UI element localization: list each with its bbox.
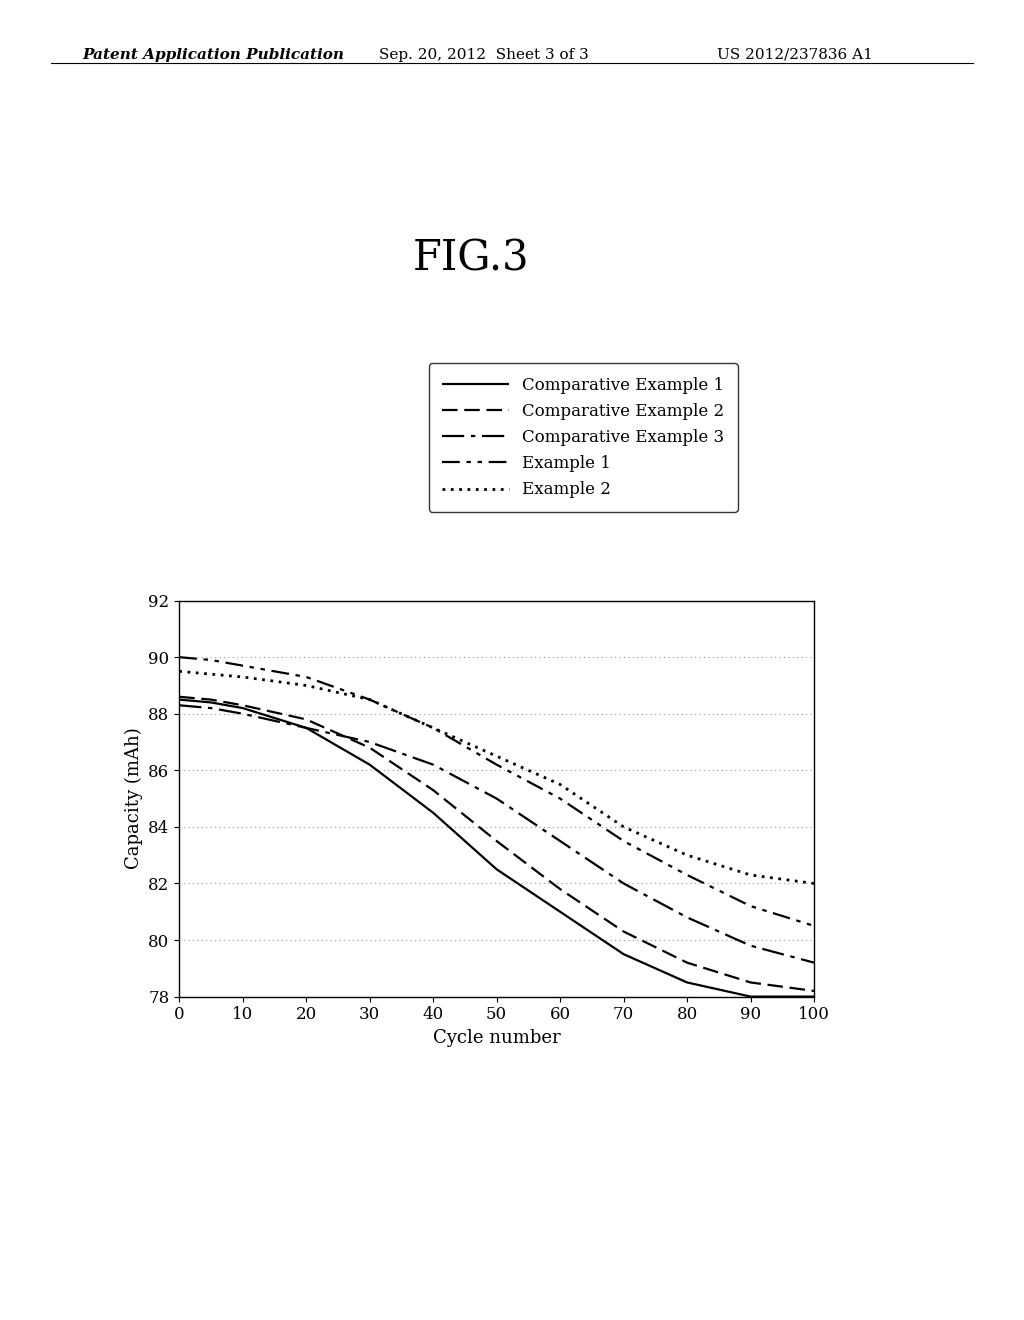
Legend: Comparative Example 1, Comparative Example 2, Comparative Example 3, Example 1, : Comparative Example 1, Comparative Examp… [429,363,737,512]
Text: Sep. 20, 2012  Sheet 3 of 3: Sep. 20, 2012 Sheet 3 of 3 [379,48,589,62]
Text: FIG.3: FIG.3 [413,238,529,280]
Y-axis label: Capacity (mAh): Capacity (mAh) [125,727,142,870]
X-axis label: Cycle number: Cycle number [433,1028,560,1047]
Text: US 2012/237836 A1: US 2012/237836 A1 [717,48,872,62]
Text: Patent Application Publication: Patent Application Publication [82,48,344,62]
